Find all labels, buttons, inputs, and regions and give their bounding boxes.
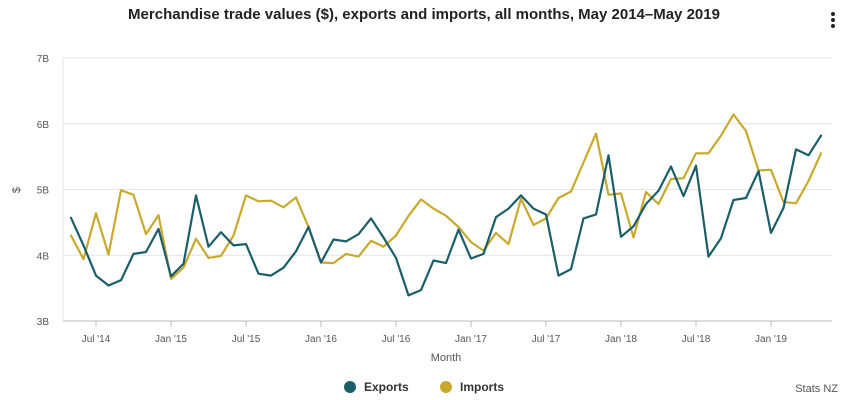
- imports-dot-icon: [440, 381, 452, 393]
- x-tick-label: Jul '16: [382, 334, 411, 345]
- x-tick-label: Jan '19: [755, 334, 787, 345]
- source-credit: Stats NZ: [795, 383, 838, 395]
- x-axis: Jul '14 Jan '15 Jul '15 Jan '16 Jul '16 Jan '…: [82, 321, 787, 345]
- y-tick-label: 5B: [37, 186, 50, 197]
- y-tick-label: 3B: [37, 317, 50, 328]
- y-axis-title: $: [11, 187, 23, 193]
- exports-dot-icon: [343, 381, 356, 393]
- series-line-imports[interactable]: [69, 113, 823, 280]
- y-tick-label: 4B: [37, 251, 50, 262]
- legend-item-imports[interactable]: Imports: [440, 380, 504, 394]
- x-tick-label: Jan '16: [305, 334, 337, 345]
- series-lines: [69, 113, 823, 297]
- legend-item-exports[interactable]: Exports: [343, 380, 409, 394]
- x-tick-label: Jul '18: [682, 334, 711, 345]
- more-vertical-icon: [831, 12, 835, 16]
- x-tick-label: Jul '14: [82, 334, 111, 345]
- y-tick-label: 6B: [37, 120, 50, 131]
- x-tick-label: Jan '17: [455, 334, 487, 345]
- x-tick-label: Jan '15: [155, 334, 187, 345]
- chart-title: Merchandise trade values ($), exports an…: [128, 6, 720, 23]
- y-tick-label: 7B: [37, 54, 50, 65]
- series-line-exports[interactable]: [69, 134, 823, 297]
- x-tick-label: Jul '17: [532, 334, 561, 345]
- legend-label-imports: Imports: [460, 380, 505, 394]
- x-axis-title: Month: [431, 352, 462, 364]
- legend-label-exports: Exports: [363, 380, 409, 394]
- x-tick-label: Jan '18: [605, 334, 637, 345]
- x-tick-label: Jul '15: [232, 334, 261, 345]
- grid-lines: [62, 57, 832, 322]
- more-options-button[interactable]: [826, 12, 840, 34]
- y-axis: 3B 4B 5B 6B 7B: [37, 54, 50, 328]
- legend: Exports Imports: [0, 380, 848, 396]
